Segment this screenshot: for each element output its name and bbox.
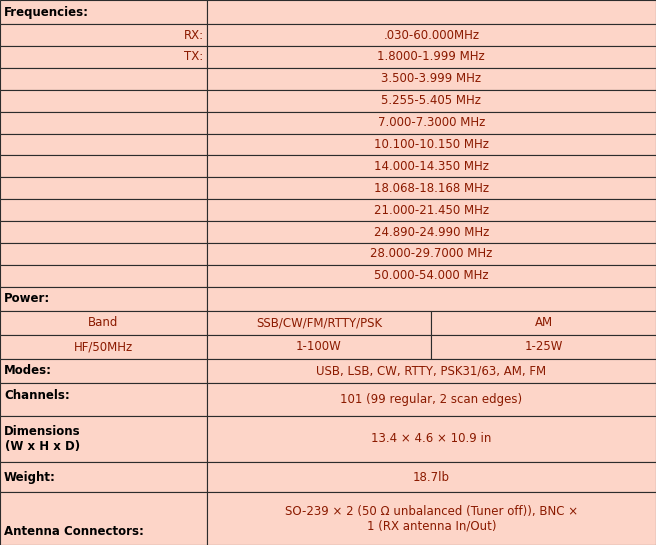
Bar [0, 46, 207, 68]
Bar [0, 243, 207, 265]
Text: 1-100W: 1-100W [296, 341, 342, 353]
Bar [207, 112, 656, 134]
Text: Weight:: Weight: [4, 471, 56, 483]
Text: USB, LSB, CW, RTTY, PSK31/63, AM, FM: USB, LSB, CW, RTTY, PSK31/63, AM, FM [316, 365, 546, 378]
Text: 101 (99 regular, 2 scan edges): 101 (99 regular, 2 scan edges) [340, 393, 522, 406]
Text: 21.000-21.450 MHz: 21.000-21.450 MHz [374, 204, 489, 216]
Text: TX:: TX: [184, 50, 203, 63]
Bar [207, 462, 656, 493]
Bar [0, 24, 207, 46]
Bar [0, 335, 207, 359]
Bar [431, 335, 656, 359]
Bar [207, 177, 656, 199]
Bar [0, 112, 207, 134]
Bar [207, 24, 656, 46]
Bar [431, 311, 656, 335]
Bar [0, 177, 207, 199]
Text: Modes:: Modes: [4, 365, 52, 378]
Text: 14.000-14.350 MHz: 14.000-14.350 MHz [374, 160, 489, 173]
Bar [0, 90, 207, 112]
Bar [207, 493, 656, 545]
Bar [207, 287, 656, 311]
Text: 3.500-3.999 MHz: 3.500-3.999 MHz [381, 72, 482, 86]
Text: SO-239 × 2 (50 Ω unbalanced (Tuner off)), BNC ×
1 (RX antenna In/Out): SO-239 × 2 (50 Ω unbalanced (Tuner off))… [285, 505, 578, 532]
Bar [207, 134, 656, 155]
Text: RX:: RX: [184, 28, 203, 41]
Text: Power:: Power: [4, 292, 51, 305]
Text: 24.890-24.990 MHz: 24.890-24.990 MHz [374, 226, 489, 239]
Text: AM: AM [535, 316, 552, 329]
Bar [0, 265, 207, 287]
Bar [207, 265, 656, 287]
Bar [0, 68, 207, 90]
Text: 1.8000-1.999 MHz: 1.8000-1.999 MHz [377, 50, 485, 63]
Bar [207, 335, 431, 359]
Text: Dimensions
(W x H x D): Dimensions (W x H x D) [4, 425, 81, 453]
Text: 28.000-29.7000 MHz: 28.000-29.7000 MHz [370, 247, 493, 261]
Bar [207, 383, 656, 416]
Bar [0, 134, 207, 155]
Text: 5.255-5.405 MHz: 5.255-5.405 MHz [381, 94, 482, 107]
Bar [207, 243, 656, 265]
Bar [0, 359, 207, 383]
Text: Frequencies:: Frequencies: [4, 5, 89, 19]
Bar [207, 90, 656, 112]
Text: .030-60.000MHz: .030-60.000MHz [383, 28, 480, 41]
Bar [0, 199, 207, 221]
Bar [207, 46, 656, 68]
Bar [0, 155, 207, 177]
Bar [207, 311, 431, 335]
Text: Antenna Connectors:: Antenna Connectors: [4, 525, 144, 538]
Text: 7.000-7.3000 MHz: 7.000-7.3000 MHz [378, 116, 485, 129]
Bar [207, 155, 656, 177]
Bar [0, 416, 207, 462]
Text: 13.4 × 4.6 × 10.9 in: 13.4 × 4.6 × 10.9 in [371, 432, 491, 445]
Text: SSB/CW/FM/RTTY/PSK: SSB/CW/FM/RTTY/PSK [256, 316, 382, 329]
Text: 50.000-54.000 MHz: 50.000-54.000 MHz [374, 269, 489, 282]
Bar [0, 221, 207, 243]
Text: HF/50MHz: HF/50MHz [73, 341, 133, 353]
Bar [207, 68, 656, 90]
Bar [0, 0, 207, 24]
Bar [0, 462, 207, 493]
Text: 18.068-18.168 MHz: 18.068-18.168 MHz [374, 181, 489, 195]
Text: 18.7lb: 18.7lb [413, 471, 450, 483]
Bar [207, 359, 656, 383]
Bar [0, 493, 207, 545]
Bar [207, 221, 656, 243]
Bar [207, 199, 656, 221]
Bar [207, 416, 656, 462]
Bar [0, 383, 207, 416]
Text: Band: Band [88, 316, 119, 329]
Bar [0, 311, 207, 335]
Bar [0, 287, 207, 311]
Text: 10.100-10.150 MHz: 10.100-10.150 MHz [374, 138, 489, 151]
Text: 1-25W: 1-25W [524, 341, 563, 353]
Bar [207, 0, 656, 24]
Text: Channels:: Channels: [4, 389, 70, 402]
